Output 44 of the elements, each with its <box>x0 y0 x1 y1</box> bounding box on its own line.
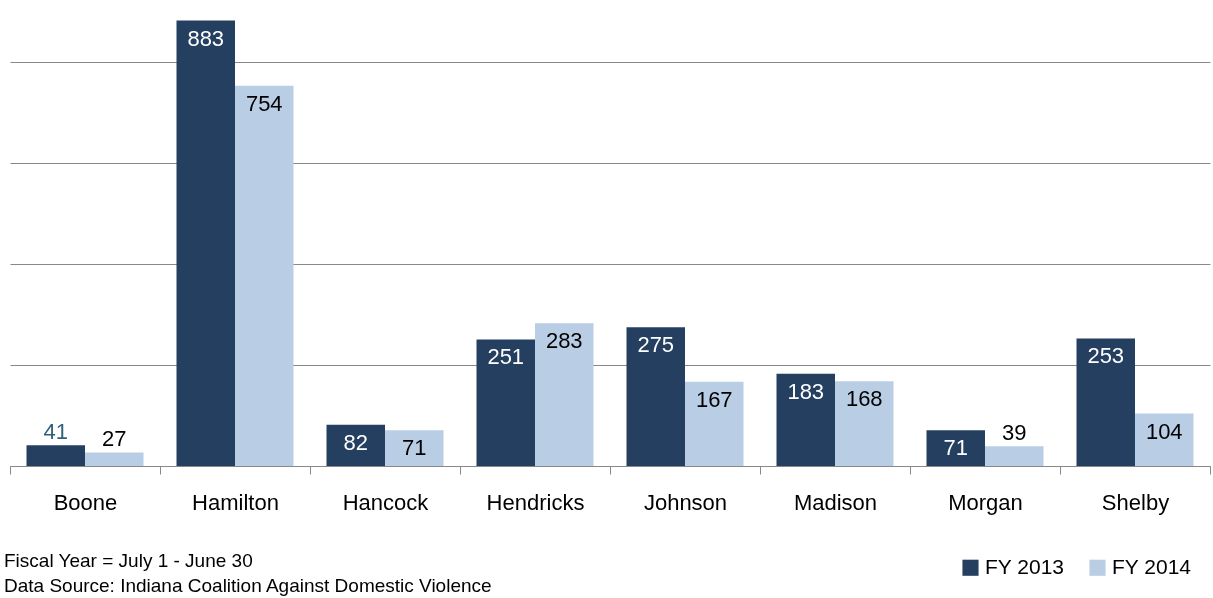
x-tick-label: Shelby <box>1101 489 1170 515</box>
bar <box>326 424 385 466</box>
bar <box>1135 413 1194 466</box>
x-tick-label: Madison <box>793 489 878 515</box>
data-label: 27 <box>102 426 127 452</box>
bar <box>985 446 1044 466</box>
bar <box>85 452 144 466</box>
x-tick-label: Johnson <box>643 489 728 515</box>
data-label: 754 <box>245 90 283 116</box>
data-label: 253 <box>1087 343 1125 369</box>
bar <box>235 85 294 466</box>
legend-label: FY 2014 <box>1112 554 1192 578</box>
x-tick-label: Hancock <box>342 489 430 515</box>
data-label: 167 <box>695 386 733 412</box>
data-label: 275 <box>637 332 675 358</box>
bar <box>685 381 744 466</box>
bar <box>26 445 85 466</box>
bar <box>476 339 535 466</box>
data-label: 39 <box>1002 420 1027 446</box>
data-label: 883 <box>187 25 225 51</box>
bar <box>1076 338 1135 466</box>
x-tick-label: Hamilton <box>192 489 279 515</box>
legend-label: FY 2013 <box>985 554 1065 578</box>
data-label: 168 <box>845 386 883 412</box>
bar <box>926 430 985 466</box>
bar <box>776 373 835 466</box>
data-label: 71 <box>943 435 968 461</box>
bar <box>385 430 444 466</box>
x-tick-label: Morgan <box>948 489 1023 515</box>
data-label: 283 <box>545 328 583 354</box>
bar <box>535 323 594 466</box>
data-label: 104 <box>1145 418 1183 444</box>
text: Fiscal Year = July 1 - June 30 <box>4 549 254 573</box>
data-label: 251 <box>487 344 525 370</box>
data-label: 82 <box>343 429 368 455</box>
data-label: 71 <box>402 435 427 461</box>
x-tick-label: Hendricks <box>486 489 585 515</box>
x-tick-label: Boone <box>53 489 118 515</box>
data-label: 183 <box>787 378 825 404</box>
bar <box>176 20 235 466</box>
data-label: 41 <box>43 419 68 445</box>
bar <box>626 327 685 466</box>
source-note: Data Source: Indiana Coalition Against Domestic Violence <box>4 574 492 598</box>
bar <box>835 381 894 466</box>
